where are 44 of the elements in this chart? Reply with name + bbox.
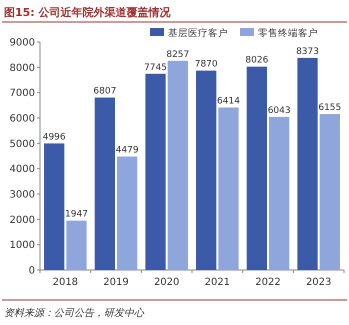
x-tick-label: 2018 — [52, 277, 78, 288]
chart-title: 图15: 公司近年院外渠道覆盖情况 — [4, 6, 172, 19]
y-tick-label: 6000 — [10, 114, 35, 124]
bar — [168, 60, 188, 270]
y-tick-label: 7000 — [10, 88, 35, 100]
bar — [66, 220, 87, 270]
y-tick-label: 8000 — [10, 62, 35, 74]
bar — [117, 156, 138, 270]
data-label: 7745 — [144, 62, 167, 73]
bar — [269, 116, 290, 270]
bar — [320, 114, 340, 270]
y-tick-label: 5000 — [10, 138, 35, 150]
bar — [94, 98, 115, 270]
data-label: 6807 — [93, 86, 116, 97]
y-tick-label: 4000 — [10, 164, 35, 176]
data-label: 6043 — [268, 106, 291, 116]
data-label: 4996 — [42, 132, 66, 142]
data-label: 4479 — [116, 146, 139, 156]
x-tick-label: 2019 — [103, 277, 129, 288]
data-label: 7870 — [194, 60, 218, 70]
x-tick-label: 2020 — [154, 277, 180, 288]
bar — [218, 108, 239, 270]
x-tick-label: 2021 — [204, 277, 230, 288]
data-label: 8026 — [245, 56, 269, 66]
bar — [196, 70, 216, 270]
data-label: 8373 — [296, 46, 319, 57]
bar — [246, 66, 267, 270]
legend-label: 零售终端客户 — [258, 27, 318, 39]
y-tick-label: 2000 — [10, 214, 35, 226]
bar — [145, 74, 166, 270]
data-label: 6155 — [318, 103, 342, 114]
legend-label: 基层医疗客户 — [168, 27, 228, 39]
data-label: 6414 — [217, 96, 240, 107]
y-tick-label: 1000 — [10, 240, 35, 252]
data-label: 8257 — [166, 50, 190, 60]
text: 资料来源：公司公告，研发中心 — [4, 307, 145, 319]
bar — [297, 58, 318, 270]
y-tick-label: 3000 — [10, 190, 35, 200]
y-tick-label: 9000 — [10, 38, 35, 48]
x-tick-label: 2022 — [255, 277, 281, 288]
data-label: 1947 — [65, 210, 88, 220]
x-tick-label: 2023 — [306, 277, 332, 288]
bar — [44, 143, 64, 270]
y-tick-label: 0 — [28, 266, 35, 276]
